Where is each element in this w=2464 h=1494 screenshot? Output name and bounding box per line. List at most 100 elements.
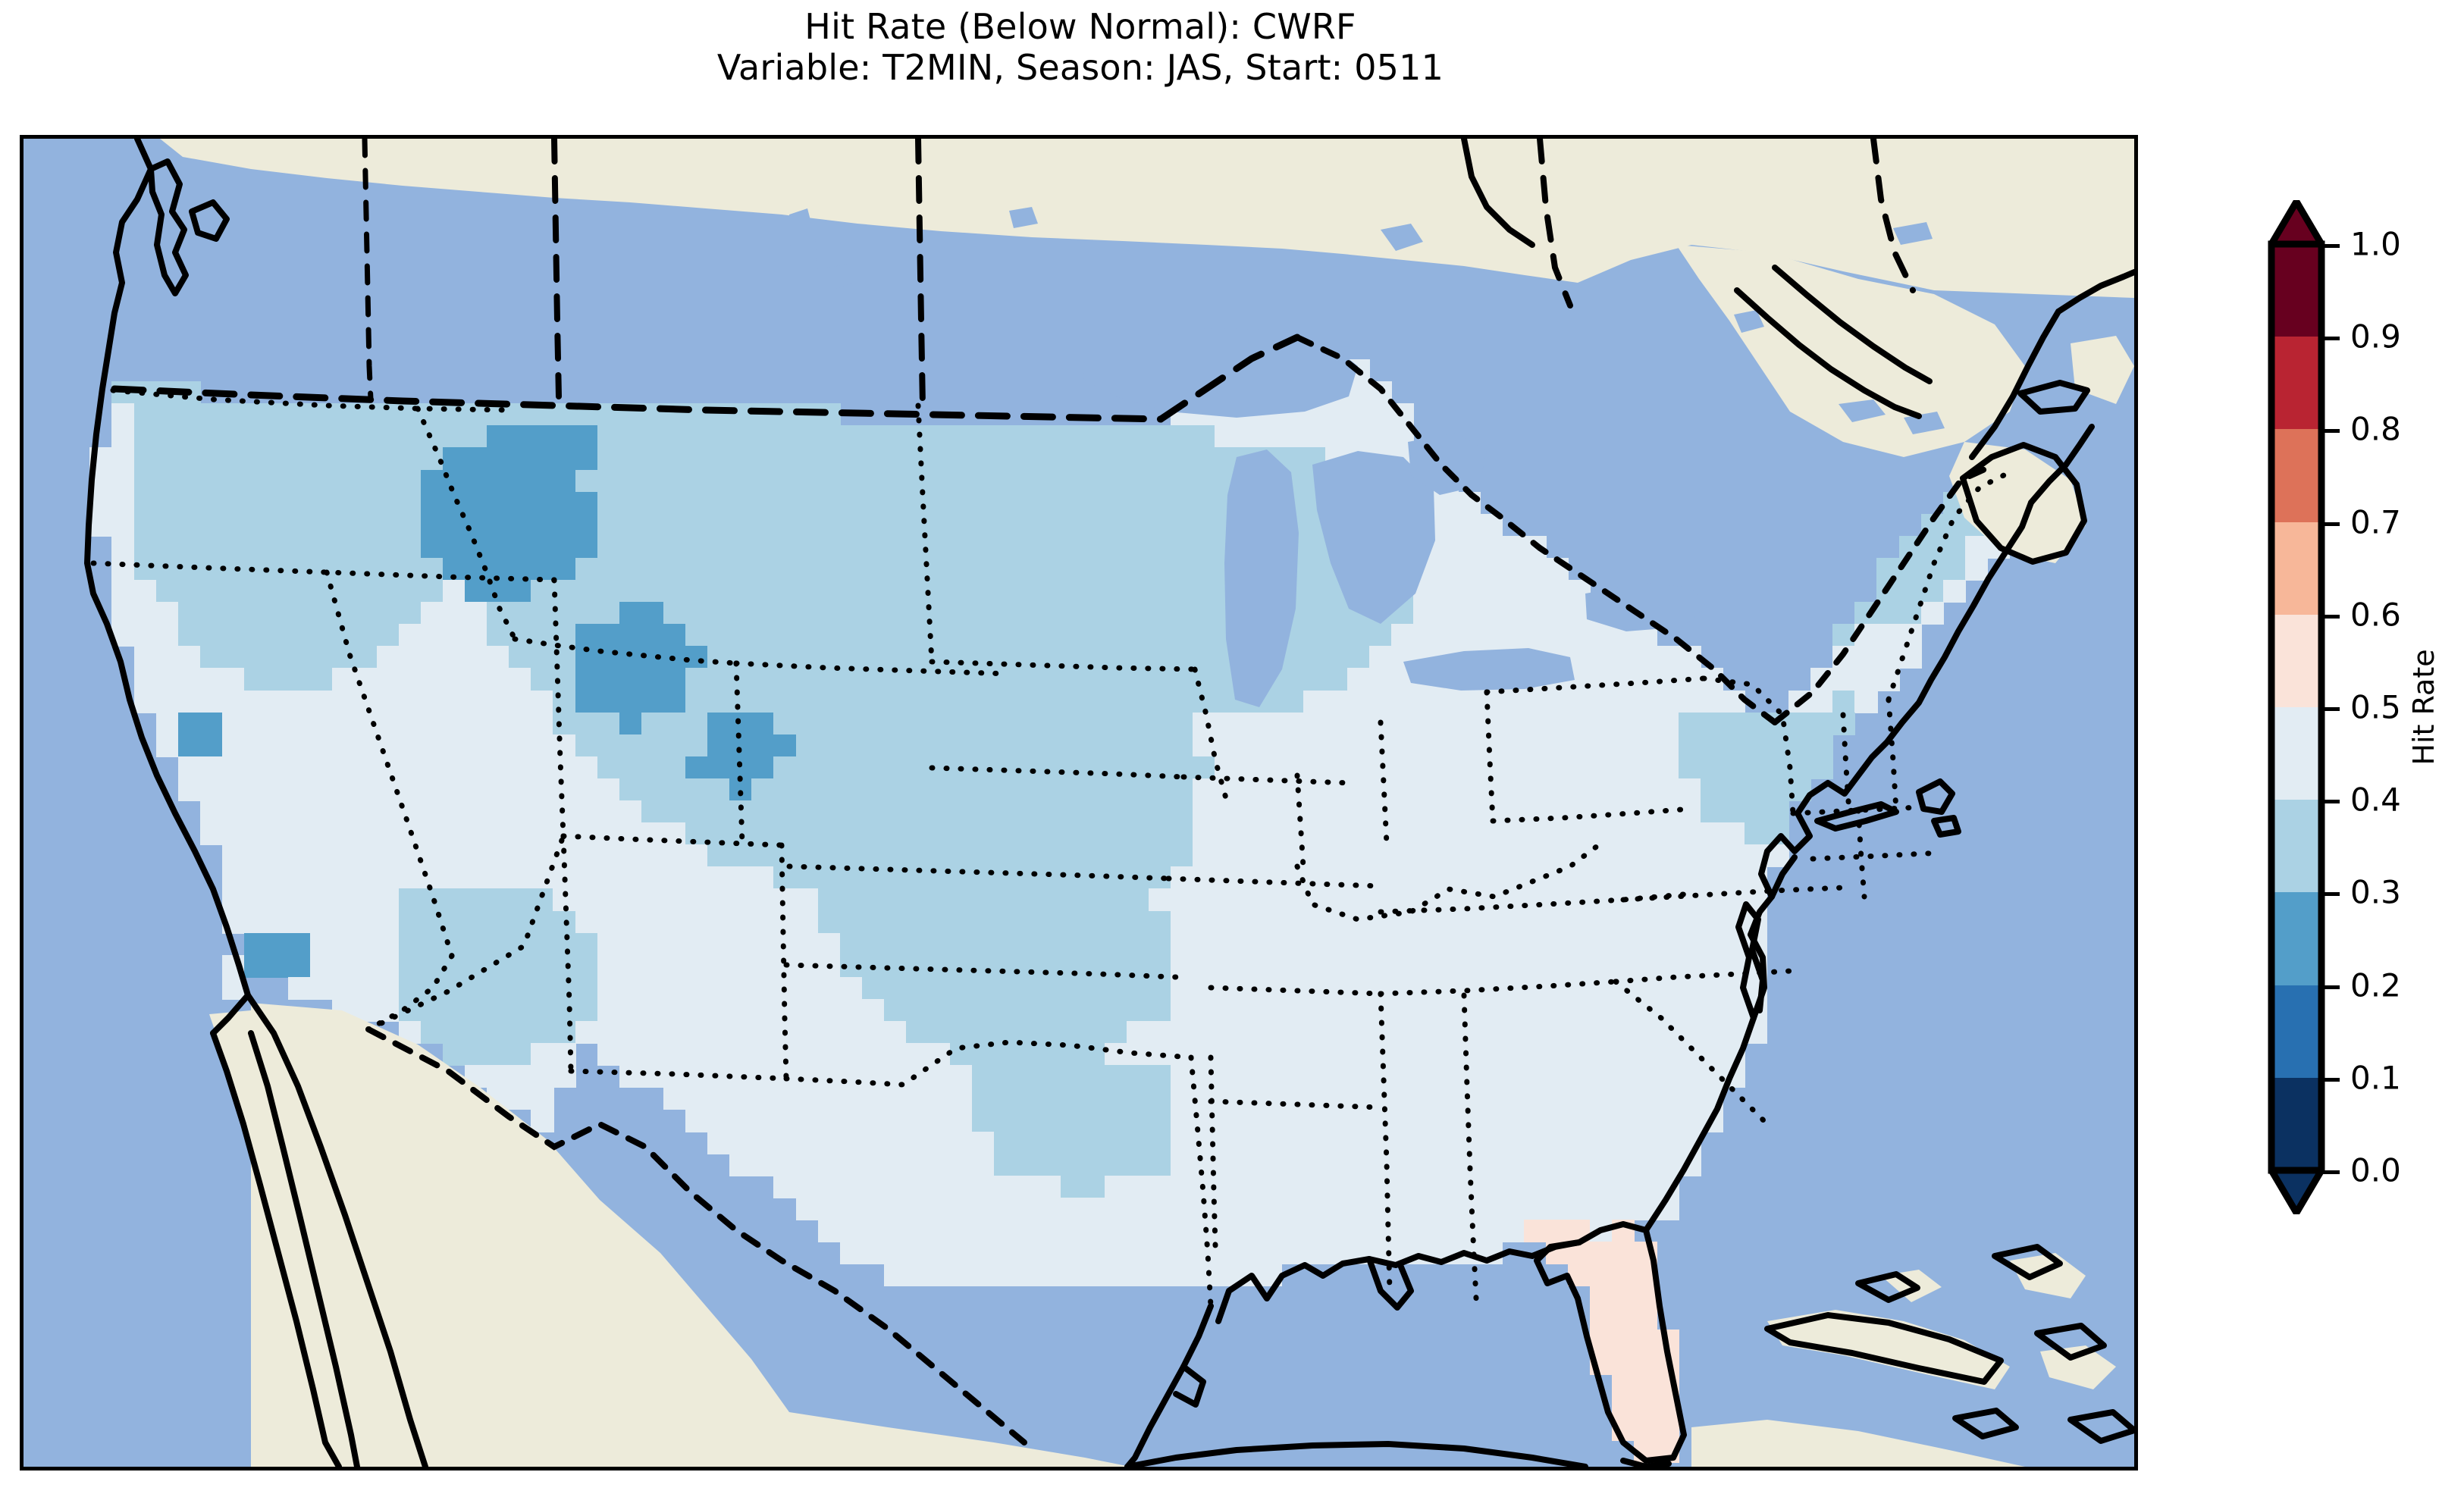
raster-cell	[972, 425, 995, 449]
raster-cell	[1082, 447, 1105, 471]
raster-cell	[729, 469, 753, 493]
raster-cell	[465, 403, 488, 427]
raster-cell	[619, 469, 642, 493]
raster-cell	[773, 425, 797, 449]
raster-cell	[509, 425, 532, 449]
raster-cell	[663, 447, 687, 471]
raster-cell	[133, 425, 157, 449]
raster-cell	[1149, 425, 1172, 449]
raster-cell	[619, 447, 642, 471]
raster-cell	[1369, 425, 1393, 449]
raster-cell	[575, 469, 598, 493]
raster-cell	[1127, 425, 1150, 449]
raster-cell	[950, 447, 973, 471]
raster-cell	[1038, 447, 1061, 471]
raster-cell	[707, 447, 731, 471]
raster-cell	[575, 425, 598, 449]
raster-cell	[729, 447, 753, 471]
colorbar-tick	[2321, 800, 2340, 804]
raster-cell	[354, 447, 378, 471]
raster-cell	[266, 403, 290, 427]
raster-cell	[1016, 425, 1039, 449]
raster-cell	[509, 447, 532, 471]
raster-cell	[1016, 447, 1039, 471]
raster-cell	[1104, 425, 1128, 449]
raster-cell	[1347, 425, 1371, 449]
raster-cell	[398, 447, 422, 471]
colorbar-tick	[2321, 1077, 2340, 1082]
raster-cell	[1060, 425, 1083, 449]
raster-cell	[575, 447, 598, 471]
raster-cell	[531, 447, 554, 471]
raster-cell	[950, 425, 973, 449]
raster-cell	[155, 403, 179, 427]
raster-cell	[332, 447, 356, 471]
raster-cell	[1127, 447, 1150, 471]
map-axes	[20, 135, 2138, 1471]
raster-cell	[199, 425, 223, 449]
raster-cell	[111, 425, 135, 449]
raster-cell	[663, 469, 687, 493]
raster-cell	[111, 403, 135, 427]
colorbar-tick	[2321, 892, 2340, 897]
raster-cell	[861, 447, 885, 471]
raster-cell	[553, 425, 576, 449]
colorbar-band	[2271, 985, 2321, 1079]
raster-cell	[1347, 403, 1371, 427]
raster-cell	[354, 425, 378, 449]
raster-cell	[221, 447, 246, 471]
colorbar-tick	[2321, 429, 2340, 434]
raster-cell	[487, 447, 510, 471]
raster-cell	[641, 447, 664, 471]
raster-cell	[177, 425, 201, 449]
raster-cell	[133, 403, 157, 427]
raster-cell	[685, 469, 709, 493]
raster-cell	[155, 469, 179, 493]
colorbar-tick	[2321, 985, 2340, 989]
raster-cell	[729, 403, 753, 427]
colorbar-band	[2271, 521, 2321, 615]
colorbar-band	[2271, 614, 2321, 708]
raster-cell	[310, 425, 334, 449]
raster-cell	[288, 469, 312, 493]
raster-cell	[994, 447, 1017, 471]
raster-cell	[244, 425, 268, 449]
raster-cell	[244, 469, 268, 493]
raster-cell	[266, 425, 290, 449]
raster-cell	[906, 447, 929, 471]
raster-cell	[221, 425, 246, 449]
raster-cell	[354, 469, 378, 493]
raster-cell	[244, 447, 268, 471]
colorbar-band	[2271, 1077, 2321, 1171]
raster-cell	[288, 447, 312, 471]
raster-cell	[133, 469, 157, 493]
raster-cell	[1369, 403, 1393, 427]
raster-cell	[111, 447, 135, 471]
raster-cell	[1171, 447, 1194, 471]
colorbar-tick	[2321, 707, 2340, 711]
raster-cell	[442, 447, 466, 471]
raster-cell	[221, 469, 246, 493]
raster-cell	[155, 447, 179, 471]
geography-overlay	[84, 139, 2134, 1467]
raster-cell	[442, 425, 466, 449]
raster-cell	[994, 425, 1017, 449]
raster-cell	[685, 447, 709, 471]
raster-cell	[751, 447, 775, 471]
title-line-1: Hit Rate (Below Normal): CWRF	[804, 6, 1356, 47]
raster-cell	[509, 469, 532, 493]
raster-cell	[773, 447, 797, 471]
raster-cell	[817, 425, 841, 449]
raster-cell	[288, 425, 312, 449]
raster-cell	[861, 425, 885, 449]
raster-cell	[707, 469, 731, 493]
colorbar-band	[2271, 429, 2321, 523]
raster-cell	[1104, 447, 1128, 471]
raster-cell	[487, 425, 510, 449]
raster-cell	[1324, 425, 1349, 449]
raster-cell	[1215, 425, 1238, 449]
raster-cell	[177, 447, 201, 471]
colorbar-tick-label: 0.3	[2350, 873, 2401, 911]
colorbar-band	[2271, 800, 2321, 894]
colorbar-tick-label: 1.0	[2350, 225, 2401, 263]
